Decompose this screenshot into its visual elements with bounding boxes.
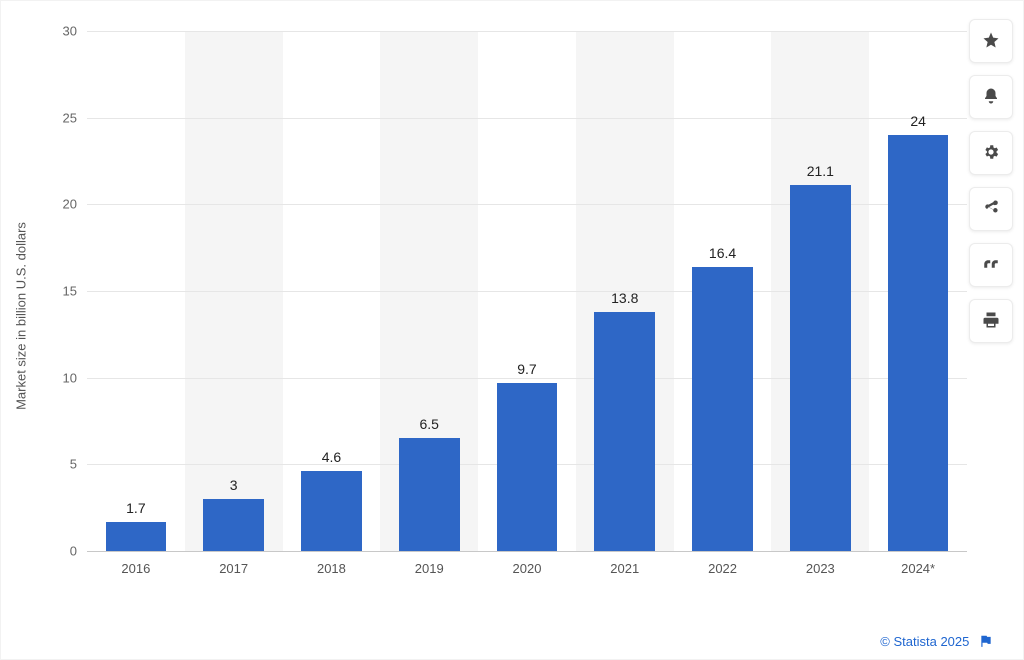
attribution-link[interactable]: © Statista 2025 (880, 634, 969, 649)
bar[interactable] (399, 438, 460, 551)
plot-area: 0510152025301.72016320174.620186.520199.… (87, 31, 967, 581)
gridline (87, 118, 967, 119)
bar-value-label: 13.8 (576, 290, 674, 312)
bar-value-label: 21.1 (771, 163, 869, 185)
x-tick-label: 2018 (317, 561, 346, 576)
x-tick-label: 2022 (708, 561, 737, 576)
share-icon (982, 199, 1000, 220)
bar[interactable] (594, 312, 655, 551)
bar-value-label: 9.7 (478, 361, 576, 383)
x-tick-label: 2020 (513, 561, 542, 576)
y-tick-label: 10 (63, 370, 77, 385)
notifications-button[interactable] (969, 75, 1013, 119)
y-tick-label: 5 (70, 457, 77, 472)
x-tick-label: 2023 (806, 561, 835, 576)
x-tick-label: 2016 (121, 561, 150, 576)
y-axis-title: Market size in billion U.S. dollars (14, 222, 29, 410)
favorite-button[interactable] (969, 19, 1013, 63)
gear-icon (982, 143, 1000, 164)
bar-value-label: 6.5 (380, 416, 478, 438)
y-tick-label: 15 (63, 284, 77, 299)
quote-icon (982, 255, 1000, 276)
bar[interactable] (888, 135, 949, 551)
flag-icon[interactable] (979, 634, 993, 651)
toolbar (969, 19, 1013, 343)
bar-value-label: 1.7 (87, 500, 185, 522)
chart-wrap: Market size in billion U.S. dollars 0510… (31, 21, 991, 611)
bar[interactable] (203, 499, 264, 551)
print-icon (982, 311, 1000, 332)
bar[interactable] (497, 383, 558, 551)
cite-button[interactable] (969, 243, 1013, 287)
bar-value-label: 4.6 (283, 449, 381, 471)
bar-value-label: 16.4 (674, 245, 772, 267)
share-button[interactable] (969, 187, 1013, 231)
attribution: © Statista 2025 (880, 634, 993, 651)
gridline (87, 31, 967, 32)
y-tick-label: 25 (63, 110, 77, 125)
bar-value-label: 24 (869, 113, 967, 135)
x-tick-label: 2021 (610, 561, 639, 576)
bar[interactable] (692, 267, 753, 551)
bell-icon (982, 87, 1000, 108)
y-tick-label: 20 (63, 197, 77, 212)
x-tick-label: 2024* (901, 561, 935, 576)
gridline (87, 551, 967, 552)
x-tick-label: 2019 (415, 561, 444, 576)
bar[interactable] (790, 185, 851, 551)
print-button[interactable] (969, 299, 1013, 343)
y-tick-label: 30 (63, 24, 77, 39)
bar[interactable] (106, 522, 167, 551)
y-tick-label: 0 (70, 544, 77, 559)
bar-value-label: 3 (185, 477, 283, 499)
x-tick-label: 2017 (219, 561, 248, 576)
star-icon (982, 31, 1000, 52)
chart-container: Market size in billion U.S. dollars 0 5 10… (0, 0, 1024, 660)
bar[interactable] (301, 471, 362, 551)
settings-button[interactable] (969, 131, 1013, 175)
